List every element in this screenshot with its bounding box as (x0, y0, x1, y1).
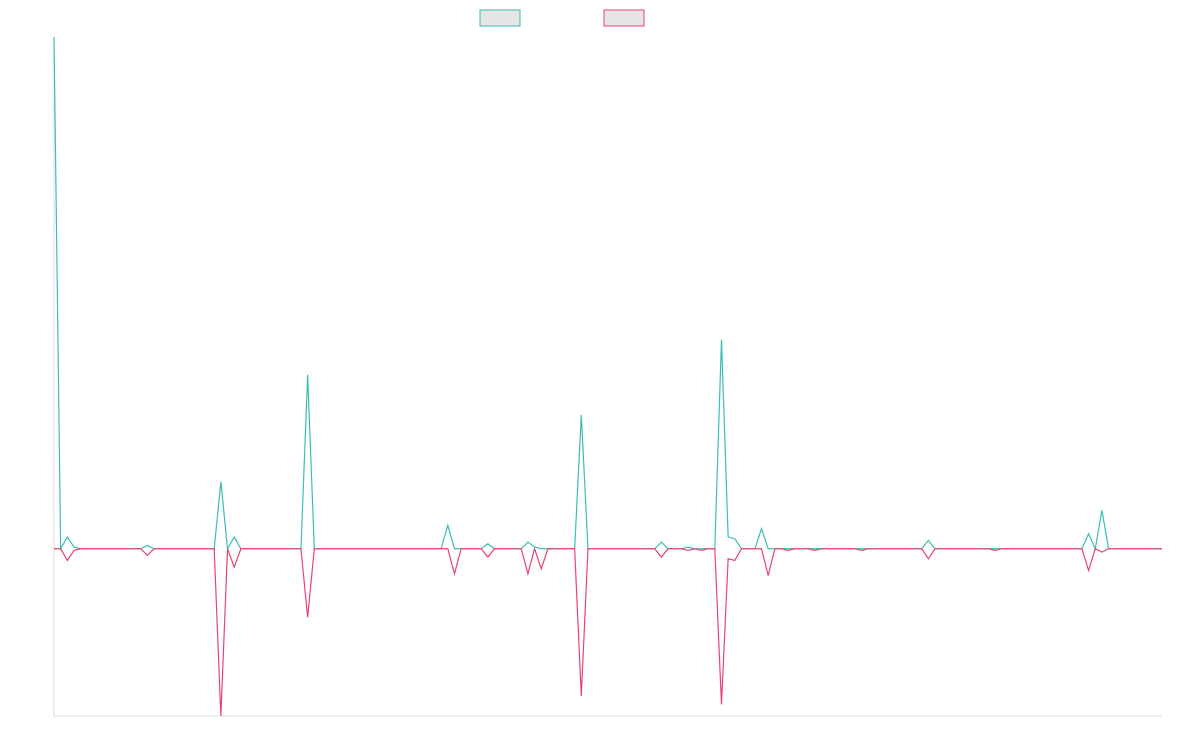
series-1-line (53, 36, 1162, 551)
axes (53, 37, 1162, 717)
legend-swatch-series-2[interactable] (603, 9, 645, 27)
series-1 (53, 36, 1162, 551)
legend-swatch-series-1[interactable] (479, 9, 521, 27)
series-2 (54, 546, 1162, 717)
series-layer (53, 36, 1162, 717)
legend (479, 9, 645, 27)
series-2-line (54, 546, 1162, 717)
